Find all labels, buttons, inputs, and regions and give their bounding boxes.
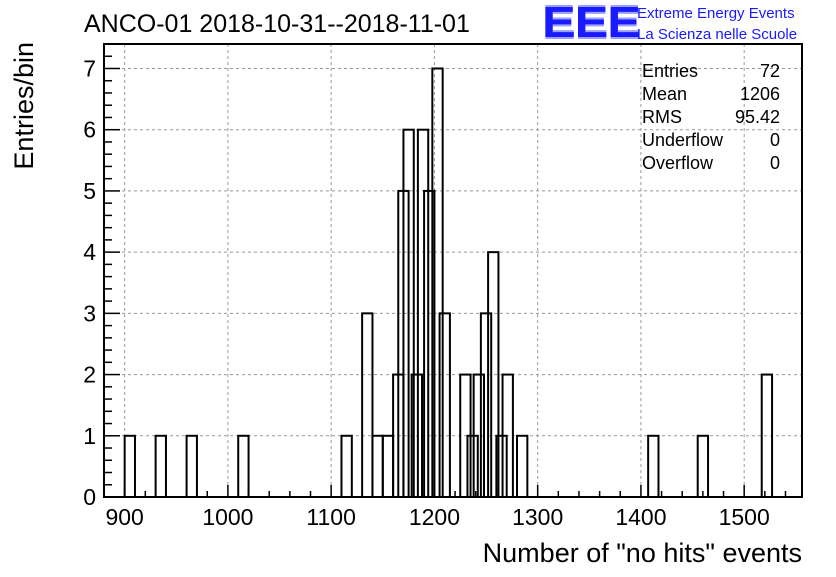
eee-logo-mark: EEE — [542, 0, 641, 47]
y-tick-label: 0 — [83, 484, 96, 510]
histogram-bin — [438, 312, 451, 498]
x-tick-label: 1500 — [719, 504, 770, 530]
y-axis-label: Entries/bin — [9, 42, 39, 170]
y-tick-label: 2 — [83, 362, 96, 388]
x-axis-label: Number of "no hits" events — [483, 538, 802, 568]
y-tick-label: 3 — [83, 300, 96, 326]
x-tick-label: 900 — [105, 504, 143, 530]
y-tick-label: 1 — [83, 423, 96, 449]
stat-row-overflow: Overflow 0 — [642, 152, 784, 175]
stat-label: RMS — [642, 107, 682, 127]
x-tick-label: 1400 — [615, 504, 666, 530]
stat-label: Mean — [642, 84, 688, 104]
histogram-bin — [361, 312, 374, 498]
stat-value: 0 — [769, 130, 780, 150]
stat-value: 72 — [759, 61, 780, 81]
histogram-bin — [466, 434, 479, 498]
stat-label: Overflow — [642, 153, 714, 173]
histogram-bin — [647, 434, 660, 498]
grid-lines — [104, 44, 802, 497]
logo-caption-line-2: La Scienza nelle Scuole — [637, 26, 798, 43]
logo-caption-line-1: Extreme Energy Events — [637, 5, 795, 22]
x-tick-label: 1100 — [306, 504, 355, 530]
y-tick-label: 7 — [83, 55, 96, 81]
stat-value: 95.42 — [734, 107, 780, 127]
histogram-bin — [237, 434, 250, 498]
stat-label: Underflow — [642, 130, 724, 150]
y-tick-label: 5 — [83, 178, 96, 204]
stat-row-rms: RMS 95.42 — [642, 106, 784, 129]
x-tick-label: 1200 — [409, 504, 460, 530]
stat-value: 0 — [769, 153, 780, 173]
histogram-bin — [340, 434, 353, 498]
histogram-bin — [371, 434, 384, 498]
histogram-bin — [381, 434, 395, 498]
chart-title: ANCO-01 2018-10-31--2018-11-01 — [84, 10, 470, 38]
plot-frame — [103, 43, 803, 498]
y-tick-label: 4 — [83, 239, 96, 265]
x-tick-label: 1000 — [202, 504, 253, 530]
histogram-bin — [696, 434, 710, 498]
x-axis-ticks: 900 1000 1100 1200 1300 1400 1500 — [103, 485, 787, 530]
eee-logo: EEE Extreme Energy Events La Scienza nel… — [542, 0, 832, 47]
y-axis-ticks: 0 1 2 3 4 5 6 7 — [83, 43, 120, 510]
histogram-bin — [185, 434, 198, 498]
histogram-bin — [123, 434, 136, 498]
x-tick-label: 1300 — [512, 504, 563, 530]
statistics-box: Entries 72 Mean 1206 RMS 95.42 Underflow… — [642, 60, 784, 175]
stat-label: Entries — [642, 61, 699, 81]
histogram-bin — [154, 434, 167, 498]
stat-row-entries: Entries 72 — [642, 60, 784, 83]
histogram-bin — [516, 434, 529, 498]
stat-value: 1206 — [739, 84, 780, 104]
histogram-bin — [479, 312, 493, 498]
axes — [103, 43, 803, 498]
stat-row-underflow: Underflow 0 — [642, 129, 784, 152]
y-tick-label: 6 — [83, 117, 96, 143]
stat-row-mean: Mean 1206 — [642, 83, 784, 106]
